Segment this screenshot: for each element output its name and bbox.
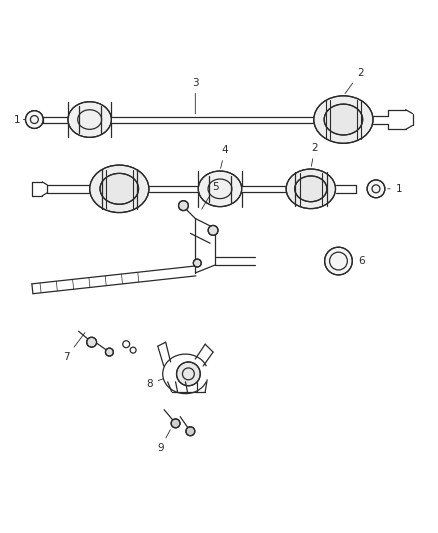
Text: 4: 4	[221, 145, 228, 168]
Ellipse shape	[68, 102, 111, 138]
Text: 7: 7	[63, 333, 85, 362]
Circle shape	[193, 259, 201, 267]
Ellipse shape	[198, 171, 242, 207]
Ellipse shape	[324, 104, 363, 135]
Text: 8: 8	[146, 379, 163, 389]
Text: 2: 2	[311, 143, 318, 166]
Circle shape	[171, 419, 180, 428]
Circle shape	[367, 180, 385, 198]
Circle shape	[186, 427, 195, 435]
Circle shape	[179, 201, 188, 211]
Circle shape	[106, 348, 113, 356]
Ellipse shape	[295, 176, 327, 201]
Circle shape	[87, 337, 96, 347]
Text: 2: 2	[345, 68, 364, 94]
Circle shape	[177, 362, 200, 386]
Ellipse shape	[314, 96, 373, 143]
Text: 6: 6	[352, 256, 365, 266]
Ellipse shape	[90, 165, 149, 213]
Circle shape	[25, 111, 43, 128]
Ellipse shape	[100, 173, 138, 204]
Text: 3: 3	[192, 78, 198, 114]
Text: 1: 1	[388, 184, 403, 194]
Text: 5: 5	[201, 182, 219, 209]
Text: 1: 1	[14, 115, 25, 125]
Circle shape	[208, 225, 218, 236]
Text: 9: 9	[157, 430, 170, 453]
Circle shape	[325, 247, 352, 275]
Ellipse shape	[286, 169, 336, 208]
